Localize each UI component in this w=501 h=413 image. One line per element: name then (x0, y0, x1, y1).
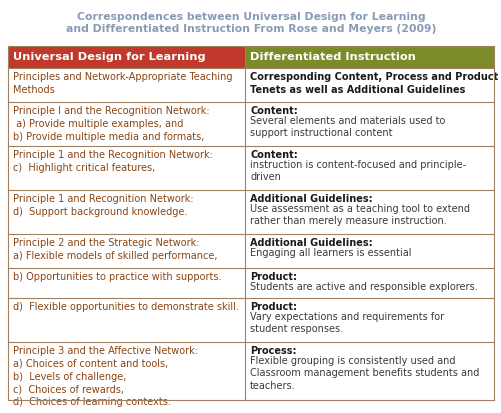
Text: Principle 1 and Recognition Network:
d)  Support background knowledge.: Principle 1 and Recognition Network: d) … (13, 194, 193, 217)
Text: Vary expectations and requirements for
student responses.: Vary expectations and requirements for s… (249, 312, 443, 335)
Text: Content:: Content: (249, 150, 297, 160)
Text: Corresponding Content, Process and Product
Tenets as well as Additional Guidelin: Corresponding Content, Process and Produ… (249, 72, 497, 95)
Bar (8, 234, 493, 268)
Bar (8, 102, 493, 146)
Text: Use assessment as a teaching tool to extend
rather than merely measure instructi: Use assessment as a teaching tool to ext… (249, 204, 469, 226)
Text: Additional Guidelines:: Additional Guidelines: (249, 238, 372, 248)
Text: Several elements and materials used to
support instructional content: Several elements and materials used to s… (249, 116, 445, 138)
Text: Principle 1 and the Recognition Network:
c)  Highlight critical features,: Principle 1 and the Recognition Network:… (13, 150, 212, 173)
Text: Content:: Content: (249, 106, 297, 116)
Text: Process:: Process: (249, 346, 296, 356)
Text: Flexible grouping is consistently used and
Classroom management benefits student: Flexible grouping is consistently used a… (249, 356, 478, 391)
Text: Product:: Product: (249, 272, 297, 282)
Text: Principle 2 and the Strategic Network:
a) Flexible models of skilled performance: Principle 2 and the Strategic Network: a… (13, 238, 217, 261)
Text: Principle 3 and the Affective Network:
a) Choices of content and tools,
b)  Leve: Principle 3 and the Affective Network: a… (13, 346, 197, 407)
Text: Correspondences between Universal Design for Learning: Correspondences between Universal Design… (77, 12, 424, 22)
Text: Engaging all learners is essential: Engaging all learners is essential (249, 248, 411, 258)
Text: Principle I and the Recognition Network:
 a) Provide multiple examples, and
b) P: Principle I and the Recognition Network:… (13, 106, 209, 142)
Text: and Differentiated Instruction From Rose and Meyers (2009): and Differentiated Instruction From Rose… (66, 24, 435, 34)
Text: Principles and Network-Appropriate Teaching
Methods: Principles and Network-Appropriate Teach… (13, 72, 232, 95)
Bar (244, 46, 493, 68)
Text: d)  Flexible opportunities to demonstrate skill.: d) Flexible opportunities to demonstrate… (13, 302, 238, 312)
Bar (8, 146, 493, 190)
Bar (8, 342, 493, 400)
Text: Students are active and responsible explorers.: Students are active and responsible expl… (249, 282, 477, 292)
Text: Universal Design for Learning: Universal Design for Learning (13, 52, 205, 62)
Bar (8, 190, 493, 234)
Text: Product:: Product: (249, 302, 297, 312)
Text: Differentiated Instruction: Differentiated Instruction (249, 52, 415, 62)
Bar (8, 68, 493, 102)
Bar (8, 298, 493, 342)
Bar (8, 46, 244, 68)
Text: b) Opportunities to practice with supports.: b) Opportunities to practice with suppor… (13, 272, 221, 282)
Text: Additional Guidelines:: Additional Guidelines: (249, 194, 372, 204)
Text: instruction is content-focused and principle-
driven: instruction is content-focused and princ… (249, 160, 465, 183)
Bar (8, 268, 493, 298)
